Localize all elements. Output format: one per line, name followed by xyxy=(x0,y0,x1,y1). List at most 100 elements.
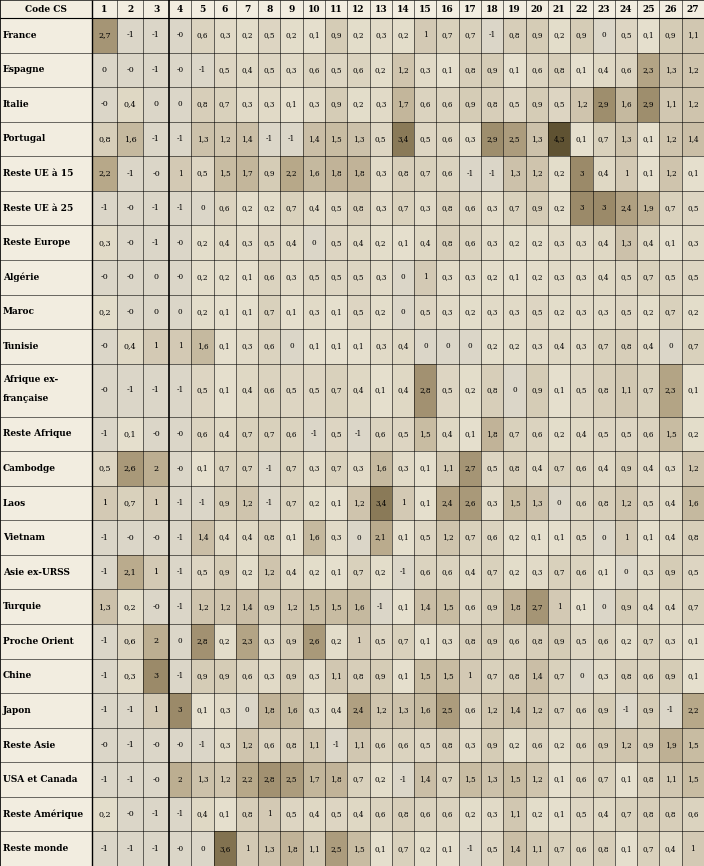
Bar xyxy=(681,260,704,294)
Bar xyxy=(169,53,191,87)
Text: 1,3: 1,3 xyxy=(531,135,543,143)
Text: -1: -1 xyxy=(177,811,184,818)
Text: 11: 11 xyxy=(329,4,343,14)
Text: 0,6: 0,6 xyxy=(576,464,587,473)
Bar xyxy=(0,191,92,225)
Text: -1: -1 xyxy=(126,31,134,39)
Bar xyxy=(325,225,347,260)
Bar xyxy=(370,18,392,53)
Text: 0,3: 0,3 xyxy=(375,31,386,39)
Bar xyxy=(481,520,503,555)
Text: 0,4: 0,4 xyxy=(219,430,230,438)
Bar xyxy=(92,520,118,555)
Text: 0: 0 xyxy=(624,568,628,576)
Text: 0,1: 0,1 xyxy=(553,533,565,541)
Bar xyxy=(481,831,503,866)
Bar xyxy=(481,225,503,260)
Bar xyxy=(258,831,280,866)
Text: 0,8: 0,8 xyxy=(509,464,520,473)
Text: 0,9: 0,9 xyxy=(219,568,230,576)
Bar xyxy=(414,624,436,659)
Bar xyxy=(0,762,92,797)
Bar xyxy=(143,762,169,797)
Bar xyxy=(570,156,593,191)
Bar xyxy=(303,122,325,156)
Bar xyxy=(459,18,481,53)
Bar xyxy=(303,260,325,294)
Text: 10: 10 xyxy=(308,4,320,14)
Bar xyxy=(414,364,436,417)
Text: 0: 0 xyxy=(178,100,182,108)
Bar xyxy=(213,486,236,520)
Text: 0,2: 0,2 xyxy=(196,307,208,316)
Bar xyxy=(370,53,392,87)
Text: 0,3: 0,3 xyxy=(241,100,253,108)
Bar xyxy=(660,156,681,191)
Text: 0,3: 0,3 xyxy=(576,342,587,351)
Bar xyxy=(303,762,325,797)
Bar xyxy=(503,590,526,624)
Bar xyxy=(637,225,660,260)
Text: 0,1: 0,1 xyxy=(420,499,431,507)
Text: 1,2: 1,2 xyxy=(531,707,543,714)
Text: -0: -0 xyxy=(177,844,184,853)
Bar xyxy=(143,624,169,659)
Bar xyxy=(481,294,503,329)
Text: 20: 20 xyxy=(531,4,543,14)
Bar xyxy=(236,191,258,225)
Text: 1,9: 1,9 xyxy=(665,741,677,749)
Bar xyxy=(436,797,459,831)
Text: 0,8: 0,8 xyxy=(263,533,275,541)
Text: 1,8: 1,8 xyxy=(330,776,342,784)
Bar xyxy=(325,727,347,762)
Text: 0,6: 0,6 xyxy=(464,603,476,611)
Text: 0,1: 0,1 xyxy=(219,386,230,394)
Bar xyxy=(459,260,481,294)
Text: 0,8: 0,8 xyxy=(464,66,476,74)
Text: 0,9: 0,9 xyxy=(553,637,565,645)
Text: 0,6: 0,6 xyxy=(196,430,208,438)
Bar xyxy=(169,831,191,866)
Bar xyxy=(436,831,459,866)
Text: 2,4: 2,4 xyxy=(620,204,631,212)
Text: 1,1: 1,1 xyxy=(508,811,520,818)
Bar xyxy=(118,624,143,659)
Bar xyxy=(637,659,660,693)
Bar xyxy=(325,364,347,417)
Text: 0,3: 0,3 xyxy=(98,239,111,247)
Bar xyxy=(436,122,459,156)
Bar xyxy=(436,87,459,122)
Text: -1: -1 xyxy=(265,464,273,473)
Text: 0,8: 0,8 xyxy=(442,741,453,749)
Bar xyxy=(637,624,660,659)
Bar xyxy=(436,260,459,294)
Text: 0,8: 0,8 xyxy=(98,135,111,143)
Bar xyxy=(280,762,303,797)
Bar xyxy=(660,797,681,831)
Bar xyxy=(280,225,303,260)
Bar xyxy=(370,122,392,156)
Bar xyxy=(191,590,213,624)
Text: Reste Asie: Reste Asie xyxy=(3,740,55,749)
Text: 1,3: 1,3 xyxy=(665,66,677,74)
Bar xyxy=(503,329,526,364)
Text: 0,8: 0,8 xyxy=(509,31,520,39)
Text: 0,2: 0,2 xyxy=(308,568,320,576)
Bar xyxy=(526,451,548,486)
Text: 0,5: 0,5 xyxy=(486,464,498,473)
Text: 0,4: 0,4 xyxy=(353,239,364,247)
Bar xyxy=(481,364,503,417)
Text: 0,3: 0,3 xyxy=(397,464,409,473)
Text: 2,6: 2,6 xyxy=(464,499,476,507)
Text: 1,8: 1,8 xyxy=(286,844,297,853)
Text: -0: -0 xyxy=(177,430,184,438)
Bar xyxy=(481,122,503,156)
Bar xyxy=(236,364,258,417)
Text: 1,3: 1,3 xyxy=(509,170,520,178)
Text: 3,4: 3,4 xyxy=(397,135,409,143)
Text: 0,1: 0,1 xyxy=(308,342,320,351)
Bar xyxy=(191,659,213,693)
Bar xyxy=(503,417,526,451)
Text: 0,8: 0,8 xyxy=(531,637,543,645)
Text: 1,2: 1,2 xyxy=(620,741,631,749)
